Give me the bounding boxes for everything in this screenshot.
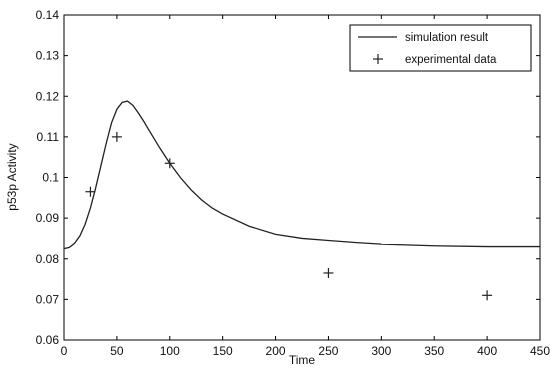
y-tick-label: 0.06 (36, 333, 60, 347)
y-tick-label: 0.13 (36, 49, 60, 63)
experimental-data-point (323, 267, 334, 278)
x-tick-label: 100 (160, 344, 180, 358)
x-tick-label: 250 (318, 344, 338, 358)
x-tick-label: 300 (371, 344, 391, 358)
experimental-data-point (482, 290, 493, 301)
experimental-data-point (85, 186, 96, 197)
x-tick-label: 350 (424, 344, 444, 358)
legend-box (349, 24, 532, 72)
y-tick-label: 0.12 (36, 89, 60, 103)
axis-tick-labels: 0 50 100 150 200 250 300 350 400 450 0.06 0.07 0.08 0… (36, 8, 550, 358)
simulation-result-line (63, 100, 540, 250)
x-tick-label: 200 (266, 344, 286, 358)
x-tick-label: 50 (110, 344, 124, 358)
x-tick-label: 400 (477, 344, 497, 358)
y-tick-label: 0.08 (36, 252, 60, 266)
legend-label-experimental: experimental data (405, 54, 497, 66)
legend-label-simulation: simulation result (405, 32, 489, 44)
y-tick-label: 0.1 (42, 171, 59, 185)
legend-marker-swatch (373, 54, 383, 64)
x-tick-label: 450 (530, 344, 550, 358)
y-axis-label: p53p Activity (5, 143, 19, 210)
y-tick-label: 0.11 (37, 130, 60, 144)
y-tick-label: 0.09 (36, 211, 60, 225)
x-tick-label: 0 (61, 344, 68, 358)
experimental-data-point (164, 158, 175, 169)
y-tick-label: 0.07 (36, 292, 60, 306)
legend: simulation result experimental data (349, 24, 532, 72)
experimental-data-markers (85, 131, 493, 301)
x-axis-label: Time (289, 353, 316, 367)
y-tick-label: 0.14 (36, 8, 60, 22)
x-tick-label: 150 (213, 344, 233, 358)
axis-ticks (63, 14, 541, 341)
experimental-data-point (111, 131, 122, 142)
